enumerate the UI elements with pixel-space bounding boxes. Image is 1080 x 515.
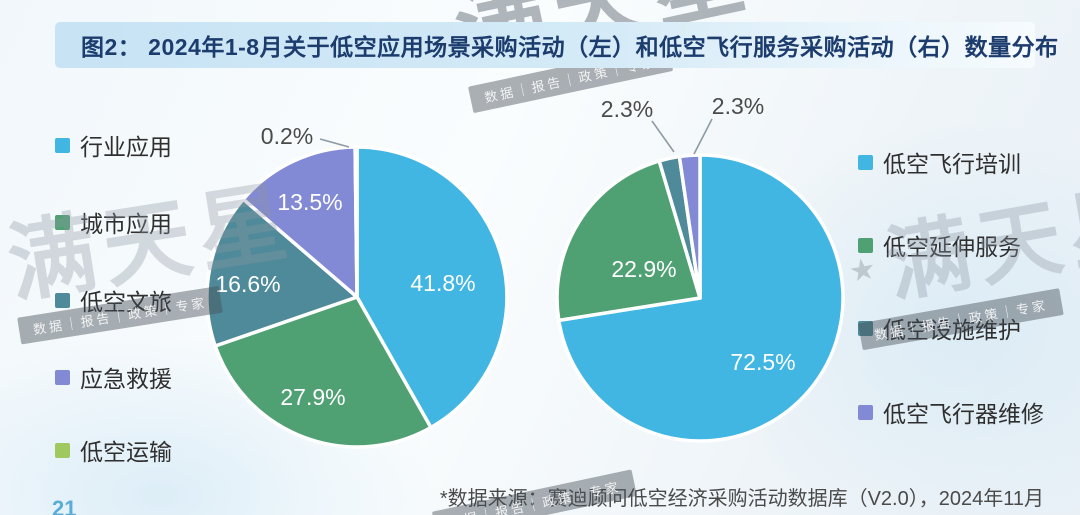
swatch-teal-icon: [858, 320, 873, 336]
pie-left: 41.8% 27.9% 16.6% 13.5% 0.2%: [205, 123, 509, 449]
legend-item-emergency: 应急救援: [55, 365, 172, 392]
pie-left-slice-industry-app: [355, 145, 509, 430]
pie-left-slice-transport: [353, 145, 359, 299]
legend-item-transport: 低空运输: [55, 438, 172, 465]
legend-item-facility-maintenance: 低空设施维护: [858, 316, 1021, 343]
pie-right-label-facility-maintenance: 2.3%: [601, 96, 653, 122]
legend-label: 低空飞行培训: [883, 151, 1021, 177]
pie-right-leader-aircraft-repair: [693, 118, 713, 155]
legend-label: 应急救援: [80, 366, 172, 392]
pie-right-leader-facility-maintenance: [651, 120, 675, 153]
legend-label: 城市应用: [80, 211, 172, 237]
swatch-purple-icon: [55, 369, 70, 385]
legend-item-extended-services: 低空延伸服务: [858, 233, 1021, 260]
figure-title-banner: 图2： 2024年1-8月关于低空应用场景采购活动（左）和低空飞行服务采购活动（…: [55, 22, 1058, 68]
legend-item-city-app: 城市应用: [55, 210, 172, 237]
swatch-cyan-icon: [858, 154, 873, 170]
swatch-purple-icon: [858, 404, 873, 420]
pie-left-label-emergency: 13.5%: [277, 189, 342, 215]
pie-left-label-city-app: 27.9%: [280, 384, 345, 410]
data-source-note: *数据来源：赛迪顾问低空经济采购活动数据库（V2.0），2024年11月: [439, 488, 1044, 510]
legend-item-aircraft-repair: 低空飞行器维修: [858, 400, 1044, 427]
pie-left-slice-emergency: [241, 145, 359, 299]
figure-title: 图2： 2024年1-8月关于低空应用场景采购活动（左）和低空飞行服务采购活动（…: [81, 34, 1059, 60]
pie-right-slice-extended-services: [555, 159, 702, 323]
pie-right-slice-aircraft-repair: [677, 153, 702, 300]
pie-right: 72.5% 22.9% 2.3% 2.3%: [555, 93, 845, 443]
pie-left-label-industry-app: 41.8%: [410, 270, 475, 296]
swatch-teal-icon: [55, 292, 70, 308]
pie-left-slice-tourism: [205, 197, 359, 348]
swatch-green-icon: [55, 214, 70, 230]
pie-left-leader-transport: [319, 138, 350, 148]
pie-left-label-tourism: 16.6%: [215, 271, 280, 297]
pie-left-label-transport: 0.2%: [261, 123, 313, 149]
legend-label: 行业应用: [80, 134, 172, 160]
page-number: 21: [52, 496, 77, 515]
pie-left-slice-city-app: [213, 295, 433, 449]
swatch-lime-icon: [55, 442, 70, 458]
pie-right-label-extended-services: 22.9%: [611, 256, 676, 282]
pie-right-label-flight-training: 72.5%: [730, 349, 795, 375]
legend-label: 低空运输: [80, 439, 172, 465]
legend-label: 低空设施维护: [883, 317, 1021, 343]
legend-item-tourism: 低空文旅: [55, 288, 172, 315]
legend-label: 低空延伸服务: [883, 234, 1021, 260]
legend-label: 低空文旅: [80, 289, 172, 315]
legend-item-flight-training: 低空飞行培训: [858, 150, 1021, 177]
legend-item-industry-app: 行业应用: [55, 133, 172, 160]
swatch-cyan-icon: [55, 137, 70, 153]
pie-right-label-aircraft-repair: 2.3%: [712, 93, 764, 119]
swatch-green-icon: [858, 237, 873, 253]
legend-label: 低空飞行器维修: [883, 401, 1044, 427]
